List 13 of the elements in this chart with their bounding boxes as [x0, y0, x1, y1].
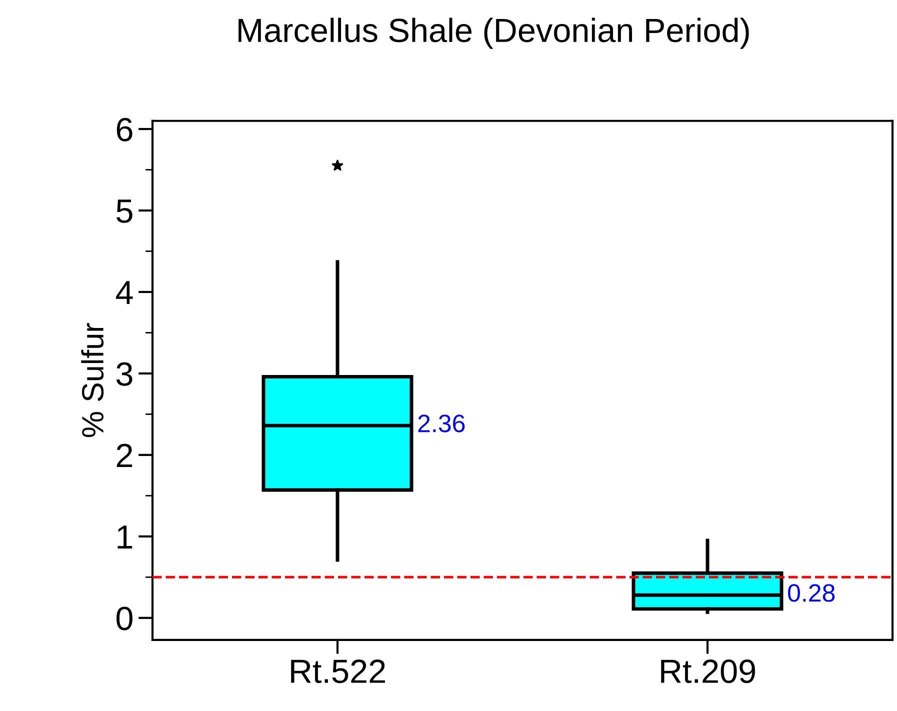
annotation: 0.28 — [788, 584, 835, 602]
x-tick-label: Rt.209 — [661, 660, 756, 684]
annotation: 2.36 — [418, 414, 465, 432]
y-tick-label: 5 — [116, 200, 132, 223]
y-tick-label: 6 — [116, 118, 132, 142]
y-axis-title: % Sulfur — [81, 323, 104, 438]
x-tick-label: Rt.522 — [291, 660, 385, 684]
y-tick-label: 1 — [118, 526, 132, 548]
y-tick-label: 3 — [116, 362, 132, 386]
y-tick-label: 4 — [116, 281, 133, 304]
y-tick-label: 0 — [116, 606, 132, 630]
y-tick-label: 2 — [116, 444, 132, 468]
chart-title: Marcellus Shale (Devonian Period) — [238, 18, 749, 49]
